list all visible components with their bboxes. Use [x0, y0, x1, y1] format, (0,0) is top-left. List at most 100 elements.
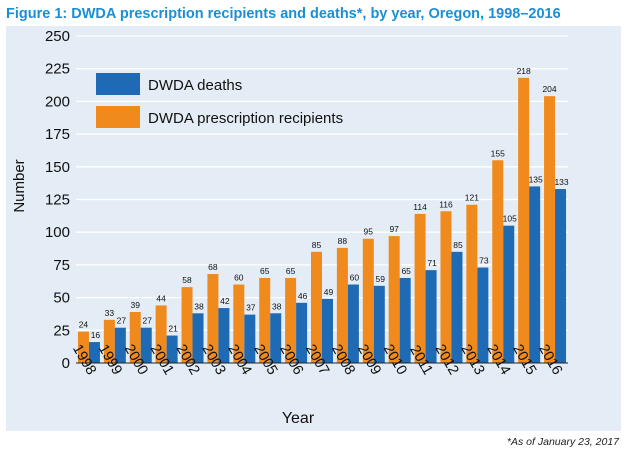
bar-deaths [244, 314, 256, 363]
data-label-deaths: 38 [272, 301, 282, 311]
data-label-recipients: 39 [131, 300, 141, 310]
bar-recipients [103, 319, 115, 363]
legend-label-recipients: DWDA prescription recipients [148, 110, 343, 127]
data-label-deaths: 21 [168, 324, 178, 334]
data-label-recipients: 116 [439, 199, 453, 209]
y-tick-label: 225 [45, 61, 70, 78]
bar-recipients [129, 311, 141, 363]
bar-deaths [399, 277, 411, 363]
y-axis-ticks: 0 25 50 75 100 125 150 175 200 225 250 [45, 28, 70, 372]
gridlines [76, 35, 568, 331]
y-tick-label: 100 [45, 224, 70, 241]
footnote: *As of January 23, 2017 [506, 436, 619, 448]
bar-recipients [181, 287, 193, 363]
bar-recipients [466, 204, 478, 363]
data-label-deaths: 73 [479, 256, 489, 266]
data-label-recipients: 204 [542, 84, 556, 94]
data-label-recipients: 24 [79, 320, 89, 330]
data-label-recipients: 218 [517, 66, 531, 76]
data-labels: 2416332739274421583868426037653865468549… [79, 66, 569, 340]
bar-recipients [336, 247, 348, 363]
data-label-recipients: 114 [413, 202, 427, 212]
data-label-recipients: 33 [105, 308, 115, 318]
data-label-recipients: 60 [234, 273, 244, 283]
data-label-deaths: 42 [220, 296, 230, 306]
chart-panel: 24 16 33 27 39 27 44 21 58 38 68 42 60 37 65 38 65 46 85 49… [6, 26, 621, 431]
y-tick-label: 250 [45, 28, 70, 45]
data-label-recipients: 121 [465, 193, 479, 203]
data-label-recipients: 85 [312, 240, 322, 250]
bar-recipients [440, 211, 452, 363]
figure-title: Figure 1: DWDA prescription recipients a… [6, 6, 561, 22]
bar-deaths [270, 313, 282, 363]
bar-recipients [207, 274, 219, 363]
data-label-deaths: 133 [554, 177, 568, 187]
legend-label-deaths: DWDA deaths [148, 77, 242, 94]
legend: DWDA deaths DWDA prescription recipients [96, 73, 343, 128]
y-tick-label: 150 [45, 159, 70, 176]
y-tick-label: 50 [53, 290, 70, 307]
bar-deaths [296, 302, 308, 363]
data-label-deaths: 85 [453, 240, 463, 250]
data-label-recipients: 58 [182, 275, 192, 285]
data-label-recipients: 88 [338, 236, 348, 246]
data-label-recipients: 155 [491, 148, 505, 158]
bar-recipients [544, 96, 556, 363]
data-label-recipients: 44 [156, 293, 166, 303]
bar-deaths [373, 285, 385, 363]
bar-recipients [311, 251, 322, 363]
bar-deaths [451, 251, 463, 363]
bar-chart: 2416332739274421583868426037653865468549… [11, 28, 569, 427]
x-axis-label: Year [282, 410, 315, 427]
bar-recipients [155, 305, 167, 363]
bar-deaths [529, 186, 541, 363]
y-tick-label: 175 [45, 126, 70, 143]
data-label-recipients: 68 [208, 262, 218, 272]
y-tick-label: 200 [45, 93, 70, 110]
y-tick-label: 25 [53, 322, 70, 339]
bar-deaths [140, 327, 152, 363]
data-label-deaths: 46 [298, 291, 308, 301]
bar-deaths [166, 335, 178, 363]
data-label-recipients: 65 [260, 266, 270, 276]
bar-deaths [425, 270, 437, 363]
data-label-recipients: 97 [389, 224, 399, 234]
data-label-deaths: 135 [529, 174, 543, 184]
bar-deaths [555, 189, 567, 363]
data-label-deaths: 65 [401, 266, 411, 276]
bar-recipients [259, 277, 271, 363]
y-tick-label: 75 [53, 257, 70, 274]
data-label-deaths: 38 [194, 301, 204, 311]
data-label-recipients: 65 [286, 266, 296, 276]
y-tick-label: 0 [62, 355, 70, 372]
bar-deaths [114, 327, 126, 363]
bar-deaths [88, 342, 100, 363]
data-label-deaths: 27 [117, 316, 127, 326]
bar-recipients [362, 238, 374, 363]
bar-recipients [414, 213, 426, 363]
data-label-deaths: 71 [427, 258, 437, 268]
legend-swatch-deaths [96, 73, 140, 95]
data-label-deaths: 37 [246, 303, 256, 313]
y-tick-label: 125 [45, 192, 70, 209]
bar-recipients [285, 277, 297, 363]
bar-deaths [503, 225, 515, 363]
bar-recipients [518, 77, 530, 363]
data-label-deaths: 27 [143, 316, 153, 326]
bars [77, 77, 567, 363]
bar-recipients [77, 331, 89, 363]
bar-recipients [233, 284, 245, 363]
bar-recipients [388, 236, 400, 363]
data-label-deaths: 16 [91, 330, 101, 340]
y-axis-label: Number [11, 159, 28, 212]
bar-deaths [477, 267, 489, 363]
bar-deaths [347, 284, 359, 363]
bar-recipients [492, 160, 504, 363]
bar-deaths [322, 298, 333, 363]
bar-deaths [192, 313, 204, 363]
data-label-recipients: 95 [364, 227, 374, 237]
data-label-deaths: 60 [350, 273, 360, 283]
data-label-deaths: 59 [376, 274, 386, 284]
data-label-deaths: 105 [503, 214, 517, 224]
legend-swatch-recipients [96, 106, 140, 128]
